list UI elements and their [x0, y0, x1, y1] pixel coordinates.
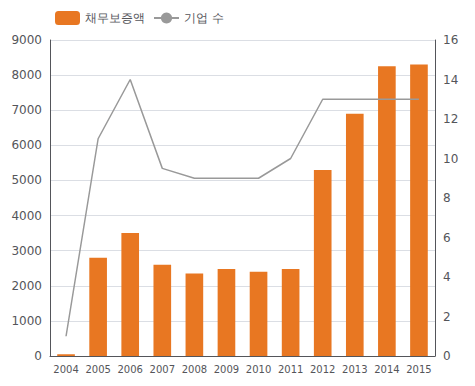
svg-text:2005: 2005 — [85, 364, 110, 375]
svg-text:0: 0 — [443, 349, 451, 363]
svg-text:2006: 2006 — [117, 364, 142, 375]
svg-text:2010: 2010 — [246, 364, 271, 375]
svg-text:9000: 9000 — [11, 33, 42, 47]
svg-text:2012: 2012 — [310, 364, 335, 375]
svg-text:기업 수: 기업 수 — [184, 11, 224, 25]
svg-text:2004: 2004 — [53, 364, 78, 375]
svg-text:7000: 7000 — [11, 103, 42, 117]
svg-text:2008: 2008 — [182, 364, 207, 375]
svg-text:2009: 2009 — [214, 364, 239, 375]
svg-text:2015: 2015 — [406, 364, 431, 375]
svg-text:6000: 6000 — [11, 138, 42, 152]
svg-text:8000: 8000 — [11, 68, 42, 82]
svg-text:2011: 2011 — [278, 364, 303, 375]
svg-text:6: 6 — [443, 231, 451, 245]
svg-text:4000: 4000 — [11, 209, 42, 223]
svg-text:2: 2 — [443, 310, 451, 324]
svg-text:8: 8 — [443, 191, 451, 205]
svg-text:2000: 2000 — [11, 279, 42, 293]
svg-text:3000: 3000 — [11, 244, 42, 258]
svg-text:2007: 2007 — [150, 364, 175, 375]
svg-text:14: 14 — [443, 73, 458, 87]
svg-text:4: 4 — [443, 270, 451, 284]
svg-text:1000: 1000 — [11, 314, 42, 328]
svg-text:0: 0 — [34, 349, 42, 363]
svg-text:채무보증액: 채무보증액 — [85, 11, 145, 25]
svg-text:2013: 2013 — [342, 364, 367, 375]
svg-text:5000: 5000 — [11, 173, 42, 187]
svg-text:12: 12 — [443, 112, 458, 126]
svg-text:2014: 2014 — [374, 364, 399, 375]
svg-text:10: 10 — [443, 152, 458, 166]
svg-text:16: 16 — [443, 33, 458, 47]
